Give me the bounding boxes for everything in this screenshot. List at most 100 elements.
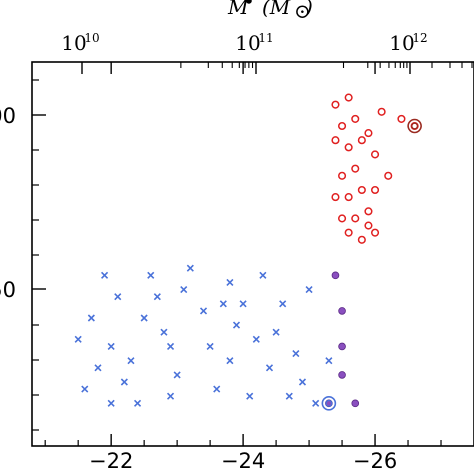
cross-point-strokes bbox=[120, 378, 128, 386]
cross-point-strokes bbox=[127, 357, 135, 365]
cross-point-strokes bbox=[279, 300, 287, 308]
cross-point-strokes bbox=[101, 271, 109, 279]
cross-point-strokes bbox=[81, 385, 89, 393]
cross-point bbox=[305, 285, 313, 294]
top-tick-label-base: 10 bbox=[235, 31, 260, 55]
circle-point bbox=[344, 228, 353, 237]
circle-point bbox=[331, 193, 340, 202]
cross-point-strokes bbox=[74, 335, 82, 343]
dot-point bbox=[338, 307, 346, 315]
cross-point bbox=[265, 364, 274, 372]
cross-point-strokes bbox=[147, 271, 155, 279]
dot-point bbox=[351, 399, 360, 408]
cross-point-strokes bbox=[180, 285, 188, 294]
dot-point bbox=[338, 342, 346, 351]
cross-point bbox=[292, 349, 300, 358]
cross-point-strokes bbox=[213, 385, 221, 393]
cross-point-strokes bbox=[94, 364, 102, 372]
circle-point bbox=[351, 164, 360, 173]
cross-point bbox=[239, 300, 247, 308]
cross-point bbox=[186, 264, 194, 272]
cross-point bbox=[120, 378, 128, 386]
cross-point-strokes bbox=[292, 349, 300, 358]
cross-point bbox=[226, 278, 234, 287]
circle-point bbox=[344, 143, 353, 152]
circle-point bbox=[344, 93, 353, 102]
circle-point bbox=[384, 171, 393, 180]
cross-point-strokes bbox=[252, 335, 260, 343]
cross-point bbox=[298, 378, 307, 386]
cross-point bbox=[81, 385, 89, 393]
cross-point-strokes bbox=[226, 278, 234, 287]
left-tick-label: 00 bbox=[0, 104, 16, 128]
top-axis-title: M bbox=[227, 0, 249, 19]
cross-point bbox=[219, 300, 227, 308]
cross-point bbox=[94, 364, 102, 372]
cross-point-strokes bbox=[259, 271, 267, 279]
cross-point bbox=[127, 357, 135, 365]
circle-point bbox=[364, 129, 373, 138]
circle-point bbox=[351, 214, 360, 223]
cross-point-strokes bbox=[305, 285, 313, 294]
cross-point bbox=[199, 307, 208, 315]
dot-point bbox=[338, 371, 346, 379]
cross-point bbox=[312, 399, 320, 407]
cross-point bbox=[101, 271, 109, 279]
circle-point bbox=[344, 193, 353, 202]
highlight-inner bbox=[325, 399, 333, 407]
circle-point bbox=[370, 185, 380, 195]
cross-point-strokes bbox=[140, 314, 148, 322]
cross-point bbox=[166, 392, 175, 400]
cross-point-strokes bbox=[285, 392, 293, 400]
circle-point bbox=[338, 171, 347, 180]
cross-point bbox=[232, 321, 241, 329]
cross-point bbox=[87, 314, 95, 322]
circle-point bbox=[370, 150, 380, 159]
cross-point-strokes bbox=[133, 399, 142, 407]
cross-point-strokes bbox=[206, 342, 214, 351]
ticks-group bbox=[32, 62, 473, 446]
cross-point bbox=[133, 399, 142, 407]
cross-point-strokes bbox=[160, 328, 168, 336]
circle-point bbox=[338, 214, 347, 223]
cross-point bbox=[173, 371, 181, 379]
cross-point-strokes bbox=[219, 300, 227, 308]
bottom-tick-label: −26 bbox=[353, 449, 397, 473]
cross-point-strokes bbox=[265, 364, 274, 372]
top-tick-label-exponent: 10 bbox=[84, 31, 99, 45]
cross-point-strokes bbox=[272, 328, 280, 336]
dot-point bbox=[331, 271, 340, 280]
highlight-ring bbox=[321, 396, 337, 411]
cross-point bbox=[213, 385, 221, 393]
cross-point bbox=[147, 271, 155, 279]
circle-point bbox=[331, 136, 340, 145]
cross-point bbox=[252, 335, 260, 343]
cross-point bbox=[160, 328, 168, 336]
cross-point bbox=[325, 357, 333, 365]
cross-point bbox=[180, 285, 188, 294]
cross-point-strokes bbox=[107, 342, 115, 351]
cross-point bbox=[259, 271, 267, 279]
cross-point bbox=[153, 293, 161, 301]
cross-point bbox=[107, 399, 115, 407]
cross-point-strokes bbox=[186, 264, 194, 272]
circle-point bbox=[357, 136, 366, 145]
cross-point bbox=[166, 342, 175, 351]
top-tick-label-exponent: 11 bbox=[258, 31, 273, 45]
bottom-tick-label: −22 bbox=[89, 449, 133, 473]
cross-point-strokes bbox=[166, 342, 175, 351]
cross-point-strokes bbox=[153, 293, 161, 301]
top-axis-title-close: ) bbox=[304, 0, 313, 19]
top-axis-title-superscript: • bbox=[243, 0, 255, 13]
points-group bbox=[74, 93, 422, 411]
cross-point-strokes bbox=[246, 392, 254, 400]
cross-point-strokes bbox=[173, 371, 181, 379]
cross-point-strokes bbox=[166, 392, 175, 400]
circle-point bbox=[370, 228, 380, 237]
circle-point bbox=[357, 235, 366, 244]
left-tick-label: 50 bbox=[0, 278, 16, 302]
highlight-inner bbox=[411, 122, 419, 130]
circle-point bbox=[397, 114, 406, 123]
